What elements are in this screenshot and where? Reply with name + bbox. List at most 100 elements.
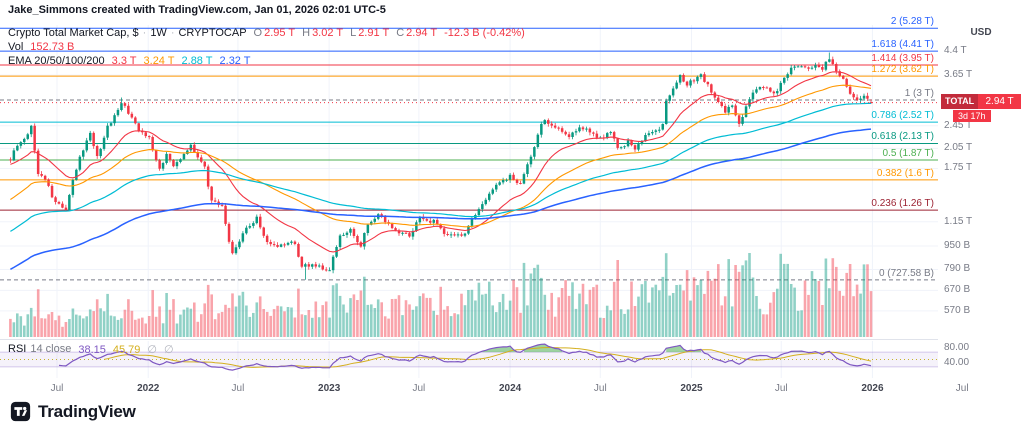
footer-logo-text[interactable]: TradingView [38, 401, 136, 421]
volume-bar [748, 253, 751, 337]
volume-bar [828, 288, 831, 337]
volume-bar [720, 305, 724, 337]
fib-label-1.414[interactable]: 1.414 (3.95 T) [871, 53, 934, 65]
volume-bar [224, 304, 227, 337]
exchange-name[interactable]: CRYPTOCAP [178, 27, 247, 39]
fib-label-0.5[interactable]: 0.5 (1.87 T) [882, 148, 934, 160]
fib-label-0.618[interactable]: 0.618 (2.13 T) [871, 131, 934, 143]
time-axis-label-2024[interactable]: 2024 [498, 383, 522, 394]
price-axis-label[interactable]: 1.75 T [944, 162, 973, 174]
candle [869, 102, 873, 104]
rsi-pane[interactable] [0, 343, 938, 371]
time-axis-label-2023[interactable]: 2023 [318, 383, 341, 394]
candle [57, 202, 61, 204]
volume-bar [685, 270, 689, 337]
candle [148, 136, 151, 138]
candle [814, 65, 817, 68]
volume-bar [373, 308, 377, 337]
fib-label-1.618[interactable]: 1.618 (4.41 T) [871, 39, 934, 51]
price-axis-label[interactable]: 790 B [944, 263, 971, 275]
price-axis-label[interactable]: 950 B [944, 240, 971, 252]
volume-bar [99, 308, 102, 337]
volume-bar [16, 313, 19, 337]
volume-bar [574, 308, 578, 337]
rsi-axis-label[interactable]: 40.00 [944, 357, 970, 369]
candle [213, 200, 217, 202]
rsi-legend: RSI 14 close 38.15 45.79 ∅ ∅ [8, 342, 174, 356]
volume-bar [19, 316, 23, 337]
ema-indicator-label[interactable]: EMA 20/50/100/200 [8, 55, 105, 67]
price-axis-label[interactable]: 3.65 T [944, 69, 973, 81]
time-axis-label-Jul[interactable]: Jul [231, 383, 245, 394]
symbol-title[interactable]: Crypto Total Market Cap, $ [8, 27, 139, 39]
tradingview-logo-icon[interactable] [10, 401, 31, 422]
price-axis[interactable]: USD [938, 0, 1024, 397]
candle [769, 87, 772, 92]
volume-bar [23, 325, 26, 337]
candle [26, 134, 29, 139]
fib-label-0[interactable]: 0 (727.58 B) [878, 267, 934, 279]
rsi-axis-label[interactable]: 80.00 [944, 342, 970, 354]
rsi-indicator-label[interactable]: RSI [8, 343, 27, 355]
volume-bar [612, 281, 616, 337]
candle [564, 131, 567, 135]
ema-100-line[interactable] [10, 102, 871, 232]
volume-label[interactable]: Vol [8, 41, 24, 53]
fib-label-2[interactable]: 2 (5.28 T) [890, 16, 934, 28]
candle [810, 67, 814, 69]
volume-bar [352, 294, 356, 337]
candle [522, 174, 526, 184]
volume-bar [852, 296, 855, 337]
badge-symbol: TOTAL [941, 93, 979, 109]
candle [866, 95, 869, 99]
price-axis-label[interactable]: 1.15 T [944, 215, 973, 227]
time-axis-label-2026[interactable]: 2026 [861, 383, 884, 394]
time-axis-label-Jul[interactable]: Jul [593, 383, 607, 394]
volume-bar [206, 284, 210, 337]
currency-label[interactable]: USD [970, 27, 992, 38]
interval-value[interactable]: 1W [150, 27, 167, 39]
volume-bar [810, 271, 814, 337]
candle [595, 133, 599, 138]
fib-label-1[interactable]: 1 (3 T) [904, 88, 934, 99]
volume-bar [165, 293, 168, 337]
fib-label-0.786[interactable]: 0.786 (2.52 T) [871, 110, 934, 122]
time-axis[interactable]: Jul 2022 Jul 2023 Jul 2024 Jul 2025 Jul 2026 Jul [0, 380, 1024, 397]
volume-bar [29, 307, 33, 337]
candle [463, 233, 467, 236]
time-axis-label-Jul[interactable]: Jul [774, 383, 788, 394]
volume-bar [92, 311, 95, 337]
ema-50-line[interactable] [10, 84, 872, 228]
ema-20-line[interactable] [10, 71, 872, 253]
volume-bar [599, 317, 602, 337]
time-axis-label-2022[interactable]: 2022 [137, 383, 160, 394]
volume-bar [359, 290, 363, 337]
rsi-ma-line[interactable] [104, 347, 872, 368]
candle [408, 233, 411, 237]
ema-200-line[interactable] [10, 128, 872, 270]
time-axis-label-Jul[interactable]: Jul [50, 383, 64, 394]
volume-bar [602, 318, 606, 337]
volume-bar [276, 305, 279, 337]
price-axis-label[interactable]: 2.05 T [944, 142, 973, 154]
price-axis-label[interactable]: 670 B [944, 284, 971, 296]
volume-bar [394, 298, 397, 337]
time-axis-label-2025[interactable]: 2025 [680, 383, 703, 394]
fib-label-1.272[interactable]: 1.272 (3.62 T) [871, 64, 934, 76]
volume-bar [418, 296, 422, 337]
rsi-line[interactable] [58, 343, 872, 371]
chart-canvas[interactable] [0, 0, 1024, 397]
price-axis-label[interactable]: 4.4 T [944, 45, 967, 57]
candle [446, 234, 449, 235]
volume-bar [498, 302, 501, 337]
fib-label-0.236[interactable]: 0.236 (1.26 T) [871, 198, 934, 210]
candle [383, 216, 387, 223]
volume-bar [786, 263, 789, 337]
fib-label-0.382[interactable]: 0.382 (1.6 T) [876, 167, 934, 179]
volume-bar [723, 296, 727, 337]
price-pane[interactable] [0, 27, 938, 337]
time-axis-label-Jul[interactable]: Jul [955, 383, 969, 394]
price-axis-label[interactable]: 2.45 T [944, 119, 973, 131]
time-axis-label-Jul[interactable]: Jul [412, 383, 426, 394]
price-axis-label[interactable]: 570 B [944, 304, 971, 316]
